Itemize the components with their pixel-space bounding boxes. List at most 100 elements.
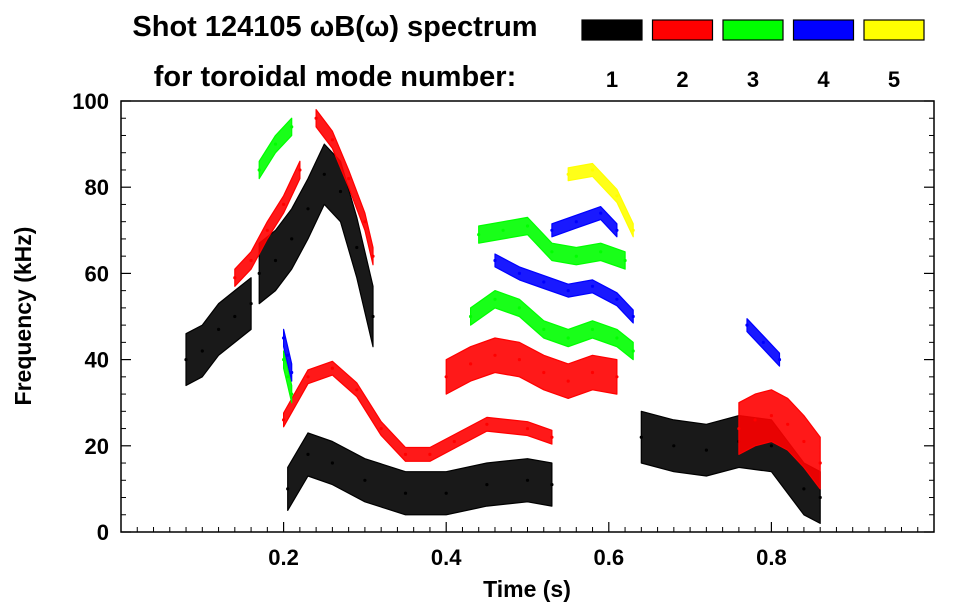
- legend-swatch: [581, 19, 643, 41]
- mode-2-point: [379, 427, 383, 431]
- mode-2-point: [802, 439, 806, 444]
- mode-2-point: [566, 379, 570, 383]
- mode-2-band: [315, 108, 374, 266]
- mode-2-point: [753, 418, 757, 422]
- legend-swatch: [792, 19, 855, 41]
- mode-3-point: [290, 392, 294, 396]
- mode-1-point: [273, 258, 278, 263]
- mode-3-point: [290, 125, 294, 129]
- plot-area: [184, 108, 822, 525]
- mode-3-point: [469, 314, 473, 319]
- mode-3-point: [550, 250, 554, 254]
- mode-2-point: [786, 422, 790, 426]
- mode-2-point: [452, 439, 456, 444]
- mode-4-point: [542, 280, 546, 284]
- mode-3-point: [286, 375, 290, 379]
- mode-2-point: [469, 362, 473, 366]
- chart-subtitle: for toroidal mode number:: [154, 61, 517, 93]
- mode-2-point: [282, 418, 286, 422]
- mode-1-point: [672, 444, 676, 448]
- mode-1-point: [322, 172, 326, 176]
- x-tick-label: 0.6: [594, 545, 625, 570]
- mode-3-band: [478, 216, 626, 270]
- mode-1-point: [306, 207, 310, 211]
- mode-1-point: [704, 448, 709, 452]
- mode-2-point: [330, 366, 334, 370]
- legend-label: 3: [747, 67, 759, 92]
- mode-1-point: [525, 478, 530, 482]
- x-tick-label: 0.2: [268, 545, 299, 570]
- mode-2-point: [347, 177, 351, 181]
- mode-2-band: [445, 337, 618, 399]
- mode-3-band: [470, 290, 634, 361]
- mode-2-point: [428, 452, 432, 456]
- mode-4-point: [599, 211, 603, 215]
- mode-1-point: [403, 491, 408, 495]
- mode-1-point: [290, 237, 294, 241]
- mode-4-point: [631, 314, 635, 319]
- mode-2-point: [306, 375, 310, 379]
- y-tick-label: 100: [72, 89, 109, 114]
- mode-2-point: [363, 220, 367, 224]
- legend-swatch: [651, 19, 714, 41]
- mode-2-point: [542, 370, 546, 375]
- mode-2-point: [330, 138, 334, 142]
- mode-2-point: [403, 452, 408, 456]
- mode-1-point: [200, 349, 204, 353]
- mode-3-point: [623, 258, 627, 263]
- y-axis-label: Frequency (kHz): [10, 227, 36, 406]
- mode-2-point: [298, 168, 302, 172]
- mode-3-point: [599, 250, 603, 254]
- mode-2-point: [249, 258, 253, 263]
- mode-3-point: [257, 168, 261, 172]
- mode-3-point: [493, 297, 497, 301]
- mode-5-point: [631, 228, 635, 232]
- mode-1-point: [330, 461, 334, 465]
- mode-1-point: [444, 491, 448, 495]
- mode-2-band: [738, 389, 821, 490]
- x-axis-label: Time (s): [483, 576, 571, 602]
- legend: 1 2 3 4 5: [581, 19, 925, 92]
- mode-4-point: [745, 323, 749, 327]
- mode-4-point: [590, 284, 595, 288]
- mode-1-point: [371, 314, 375, 319]
- mode-3-point: [590, 327, 595, 331]
- mode-4-point: [550, 228, 554, 232]
- mode-1-point: [184, 358, 188, 362]
- mode-4-point: [615, 297, 619, 301]
- legend-label: 1: [606, 67, 618, 92]
- mode-2-point: [485, 422, 489, 426]
- mode-1-point: [639, 435, 643, 439]
- mode-1-band: [287, 432, 553, 516]
- mode-2-point: [615, 375, 619, 379]
- mode-1-point: [769, 444, 774, 448]
- mode-1-point: [217, 327, 221, 331]
- y-tick-label: 0: [97, 520, 109, 545]
- mode-3-point: [542, 327, 546, 331]
- mode-3-point: [574, 254, 578, 258]
- mode-1-point: [249, 302, 253, 306]
- mode-2-point: [355, 388, 359, 392]
- mode-5-point: [590, 168, 595, 172]
- mode-2-point: [737, 427, 741, 431]
- mode-4-point: [286, 353, 290, 357]
- mode-4-band: [494, 253, 634, 324]
- mode-4-point: [777, 358, 782, 362]
- mode-4-point: [290, 370, 294, 375]
- mode-2-point: [444, 375, 448, 379]
- mode-5-point: [566, 172, 570, 176]
- mode-1-band: [185, 277, 252, 387]
- mode-2-point: [265, 228, 269, 232]
- mode-5-point: [615, 194, 619, 198]
- legend-label: 5: [888, 67, 900, 92]
- mode-1-point: [485, 483, 489, 487]
- mode-2-point: [525, 427, 530, 431]
- y-tick-label: 60: [85, 261, 109, 286]
- mode-3-point: [517, 306, 522, 310]
- mode-4-point: [761, 340, 765, 344]
- mode-4-point: [493, 258, 497, 263]
- mode-1-point: [286, 487, 290, 491]
- mode-3-point: [477, 233, 481, 237]
- mode-1-point: [355, 245, 359, 250]
